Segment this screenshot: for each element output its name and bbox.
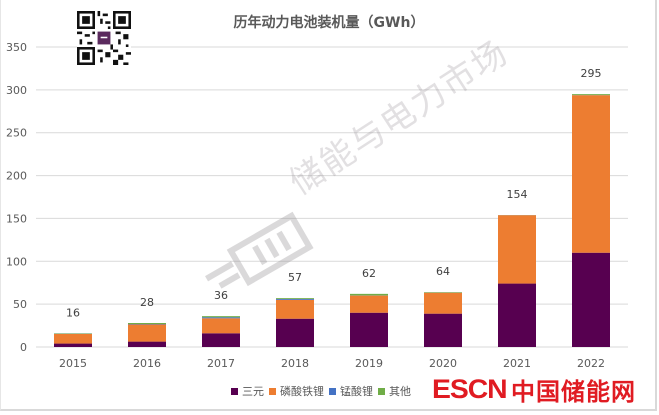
x-tick-label: 2021 — [503, 357, 531, 370]
chart-title: 历年动力电池装机量（GWh） — [234, 14, 425, 31]
logo-cn-text: 中国储能网 — [511, 378, 637, 406]
bar-segment-2021-磷酸铁锂 — [498, 215, 536, 284]
qr-code-icon — [77, 11, 131, 65]
y-tick-label: 200 — [6, 170, 27, 183]
bar-segment-2018-磷酸铁锂 — [276, 299, 314, 319]
y-tick-label: 250 — [6, 127, 27, 140]
data-label-2022: 295 — [581, 67, 602, 80]
x-tick-label: 2015 — [59, 357, 87, 370]
bar-segment-2015-三元 — [54, 343, 92, 347]
data-label-2016: 28 — [140, 296, 154, 309]
bar-segment-2022-磷酸铁锂 — [572, 95, 610, 253]
x-tick-label: 2016 — [133, 357, 161, 370]
legend-label: 磷酸铁锂 — [280, 385, 324, 398]
legend-item-other[interactable]: 其他 — [378, 383, 411, 399]
y-tick-label: 150 — [6, 212, 27, 225]
bars — [54, 94, 610, 347]
bar-segment-2017-三元 — [202, 333, 240, 347]
legend-label: 锰酸锂 — [340, 385, 373, 398]
bar-segment-2022-其他 — [572, 94, 610, 96]
bar-segment-2015-磷酸铁锂 — [54, 333, 92, 344]
legend-item-ternary[interactable]: 三元 — [231, 383, 264, 399]
bar-segment-2020-磷酸铁锂 — [424, 292, 462, 314]
y-tick-label: 0 — [20, 341, 27, 354]
bar-segment-2018-三元 — [276, 318, 314, 347]
bar-segment-2021-三元 — [498, 283, 536, 347]
legend-item-lmo[interactable]: 锰酸锂 — [329, 383, 373, 399]
x-tick-label: 2022 — [577, 357, 605, 370]
x-tick-label: 2019 — [355, 357, 383, 370]
bar-segment-2018-锰酸锂 — [276, 299, 314, 300]
legend-label: 其他 — [389, 385, 411, 398]
bar-segment-2019-三元 — [350, 312, 388, 347]
y-tick-label: 50 — [13, 298, 27, 311]
x-tick-label: 2020 — [429, 357, 457, 370]
y-axis-ticks: 0 50 100 150 200 250 300 350 — [6, 41, 27, 354]
data-label-2021: 154 — [507, 188, 528, 201]
bar-segment-2020-其他 — [424, 292, 462, 293]
data-label-2020: 64 — [436, 265, 450, 278]
legend-label: 三元 — [242, 385, 264, 398]
bar-segment-2018-其他 — [276, 298, 314, 299]
data-label-2015: 16 — [66, 306, 80, 319]
bar-segment-2019-其他 — [350, 293, 388, 296]
bar-segment-2017-锰酸锂 — [202, 317, 240, 319]
escn-logo: ESCN 中国储能网 — [432, 372, 636, 407]
legend-swatch — [231, 387, 238, 395]
legend: 三元 磷酸铁锂 锰酸锂 其他 — [231, 383, 416, 399]
legend-item-lfp[interactable]: 磷酸铁锂 — [269, 383, 324, 399]
bar-segment-2016-磷酸铁锂 — [128, 324, 166, 342]
bar-segment-2016-其他 — [128, 323, 166, 325]
data-labels: 16 28 36 57 62 64 154 295 — [66, 67, 602, 319]
x-axis-ticks: 2015 2016 2017 2018 2019 2020 2021 2022 — [59, 357, 605, 370]
data-label-2018: 57 — [288, 271, 302, 284]
bar-segment-2016-三元 — [128, 341, 166, 347]
qr-code — [77, 11, 131, 65]
logo-en-text: ESCN — [432, 374, 508, 404]
y-tick-label: 300 — [6, 84, 27, 97]
y-tick-label: 100 — [6, 255, 27, 268]
legend-swatch — [378, 387, 385, 395]
bar-segment-2020-三元 — [424, 313, 462, 347]
bar-segment-2017-其他 — [202, 316, 240, 318]
x-tick-label: 2018 — [281, 357, 309, 370]
x-tick-label: 2017 — [207, 357, 235, 370]
data-label-2019: 62 — [362, 267, 376, 280]
bar-segment-2022-三元 — [572, 252, 610, 347]
gridlines — [36, 46, 628, 348]
bar-segment-2019-磷酸铁锂 — [350, 295, 388, 313]
legend-swatch — [329, 387, 336, 395]
legend-swatch — [269, 387, 276, 395]
bar-segment-2017-磷酸铁锂 — [202, 318, 240, 334]
y-tick-label: 350 — [6, 41, 27, 54]
data-label-2017: 36 — [214, 289, 228, 302]
